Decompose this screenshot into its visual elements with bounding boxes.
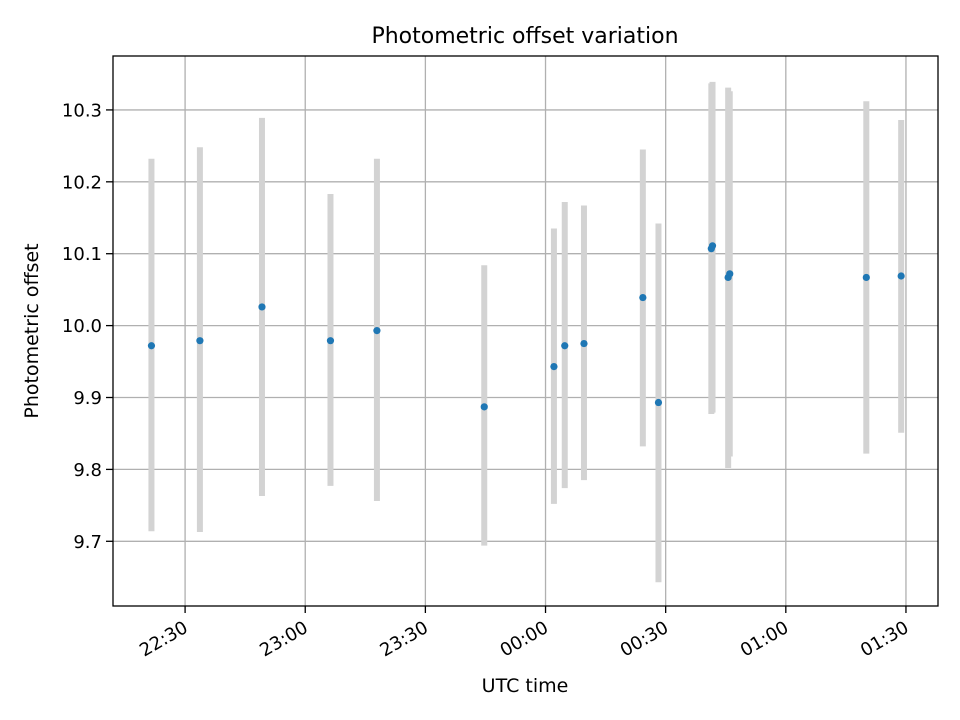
data-points: [147, 242, 905, 411]
y-axis-label: Photometric offset: [21, 243, 43, 418]
x-axis-ticks: 22:30 23:00 23:30 00:00 00:30 01:00 01:30: [136, 606, 912, 661]
x-tick-label: 01:00: [737, 617, 792, 661]
data-point: [708, 242, 717, 250]
plot-frame: [112, 55, 939, 607]
x-tick-label: 22:30: [136, 617, 191, 661]
x-tick-label: 01:30: [857, 617, 912, 661]
data-point: [561, 342, 569, 350]
data-point: [480, 403, 488, 411]
x-tick-label: 23:00: [256, 617, 311, 661]
data-point: [639, 293, 647, 302]
data-point: [862, 273, 870, 282]
x-tick-label: 00:00: [497, 617, 552, 661]
y-tick-label: 9.9: [73, 388, 102, 409]
data-point: [258, 303, 266, 311]
error-bars: [148, 81, 905, 583]
data-point: [373, 327, 381, 335]
y-axis-ticks: 9.7 9.8 9.9 10.0 10.1 10.2 10.3: [62, 100, 113, 553]
data-point: [580, 339, 588, 348]
data-point: [550, 362, 558, 371]
y-tick-label: 10.1: [62, 244, 102, 265]
data-point: [326, 337, 335, 345]
y-tick-label: 10.0: [62, 316, 102, 337]
data-point: [147, 342, 156, 350]
data-point: [897, 272, 905, 280]
data-point: [196, 337, 204, 345]
x-tick-label: 00:30: [617, 617, 672, 661]
y-tick-label: 10.2: [62, 172, 102, 193]
data-point: [726, 270, 734, 278]
grid: [113, 56, 938, 606]
y-tick-label: 10.3: [62, 100, 102, 121]
chart-title: Photometric offset variation: [371, 24, 678, 49]
data-point: [654, 398, 663, 407]
y-tick-label: 9.8: [73, 460, 102, 481]
x-tick-label: 23:30: [376, 617, 431, 661]
y-tick-label: 9.7: [73, 532, 102, 553]
x-axis-label: UTC time: [482, 675, 569, 697]
